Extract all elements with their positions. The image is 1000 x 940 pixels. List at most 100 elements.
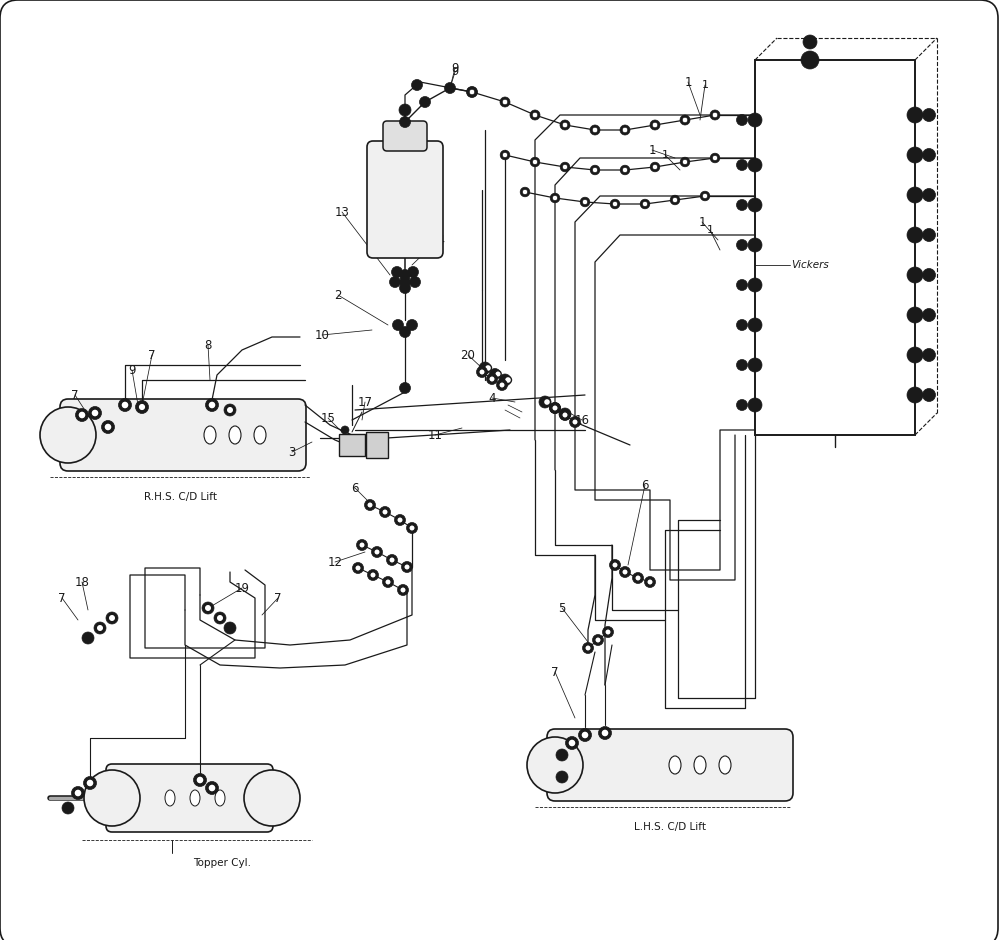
- Circle shape: [402, 561, 413, 572]
- Text: 9: 9: [128, 364, 136, 377]
- Circle shape: [62, 802, 74, 814]
- Circle shape: [119, 399, 132, 412]
- Circle shape: [602, 626, 614, 637]
- Circle shape: [702, 194, 708, 198]
- Circle shape: [407, 523, 418, 534]
- Circle shape: [479, 362, 491, 374]
- Circle shape: [194, 774, 207, 787]
- Circle shape: [216, 615, 224, 621]
- Circle shape: [552, 196, 558, 200]
- Circle shape: [642, 201, 648, 207]
- Text: 1: 1: [702, 80, 708, 90]
- Circle shape: [224, 404, 236, 416]
- Circle shape: [202, 602, 214, 614]
- Circle shape: [86, 779, 94, 787]
- Circle shape: [560, 120, 570, 130]
- Circle shape: [736, 400, 748, 411]
- FancyBboxPatch shape: [106, 764, 273, 832]
- Circle shape: [490, 368, 501, 380]
- Text: 13: 13: [335, 206, 349, 218]
- Circle shape: [393, 320, 404, 331]
- Circle shape: [399, 104, 411, 116]
- Circle shape: [923, 269, 936, 281]
- Circle shape: [560, 163, 570, 172]
- Circle shape: [404, 564, 410, 571]
- Text: 1: 1: [648, 144, 656, 156]
- Text: 2: 2: [334, 289, 342, 302]
- Circle shape: [682, 160, 688, 164]
- Circle shape: [923, 108, 936, 121]
- Circle shape: [496, 380, 508, 390]
- Text: 7: 7: [274, 591, 282, 604]
- Circle shape: [392, 267, 403, 277]
- Text: 18: 18: [75, 575, 89, 588]
- Circle shape: [682, 118, 688, 123]
- Circle shape: [554, 405, 560, 411]
- Circle shape: [380, 507, 391, 518]
- Circle shape: [206, 781, 219, 794]
- Circle shape: [736, 320, 748, 331]
- Text: 1: 1: [706, 225, 714, 235]
- Ellipse shape: [215, 790, 225, 806]
- Circle shape: [532, 160, 538, 164]
- Circle shape: [598, 727, 612, 740]
- Circle shape: [550, 194, 560, 203]
- Circle shape: [196, 776, 204, 784]
- Circle shape: [622, 569, 628, 575]
- Circle shape: [620, 567, 631, 577]
- Circle shape: [530, 157, 540, 166]
- Circle shape: [748, 238, 762, 252]
- Circle shape: [552, 405, 558, 411]
- Circle shape: [387, 555, 398, 566]
- Circle shape: [74, 789, 82, 797]
- Ellipse shape: [254, 426, 266, 444]
- Text: 20: 20: [461, 349, 475, 362]
- Circle shape: [712, 155, 718, 161]
- Circle shape: [357, 540, 368, 551]
- Circle shape: [650, 120, 660, 130]
- FancyBboxPatch shape: [366, 432, 388, 458]
- FancyBboxPatch shape: [60, 399, 306, 471]
- Text: 16: 16: [575, 414, 590, 427]
- Circle shape: [572, 419, 578, 425]
- Circle shape: [907, 107, 923, 123]
- Circle shape: [801, 51, 819, 69]
- Circle shape: [652, 122, 658, 128]
- Circle shape: [206, 399, 219, 412]
- Circle shape: [389, 556, 395, 563]
- Circle shape: [505, 377, 512, 384]
- Circle shape: [407, 320, 418, 331]
- FancyBboxPatch shape: [547, 729, 793, 801]
- Circle shape: [539, 396, 551, 408]
- Circle shape: [410, 276, 420, 288]
- Circle shape: [700, 191, 710, 201]
- Circle shape: [532, 112, 538, 118]
- Circle shape: [550, 402, 560, 414]
- Circle shape: [383, 576, 394, 588]
- Circle shape: [382, 509, 388, 515]
- Circle shape: [469, 89, 475, 95]
- Text: 8: 8: [204, 338, 212, 352]
- Circle shape: [612, 562, 618, 568]
- Text: 1: 1: [662, 150, 668, 160]
- Circle shape: [72, 787, 85, 800]
- Circle shape: [650, 163, 660, 172]
- Text: 5: 5: [558, 602, 566, 615]
- Circle shape: [500, 150, 510, 160]
- Circle shape: [564, 411, 570, 417]
- Circle shape: [408, 267, 419, 277]
- Circle shape: [355, 565, 361, 572]
- Text: 1: 1: [684, 75, 692, 88]
- Circle shape: [748, 318, 762, 332]
- Circle shape: [385, 579, 391, 586]
- Circle shape: [610, 199, 620, 209]
- Text: Vickers: Vickers: [791, 260, 829, 270]
- Circle shape: [499, 374, 511, 386]
- Circle shape: [672, 197, 678, 203]
- Circle shape: [244, 770, 300, 826]
- Text: L.H.S. C/D Lift: L.H.S. C/D Lift: [634, 822, 706, 832]
- Circle shape: [341, 426, 349, 434]
- Circle shape: [748, 398, 762, 412]
- Circle shape: [633, 572, 644, 584]
- Circle shape: [84, 776, 97, 790]
